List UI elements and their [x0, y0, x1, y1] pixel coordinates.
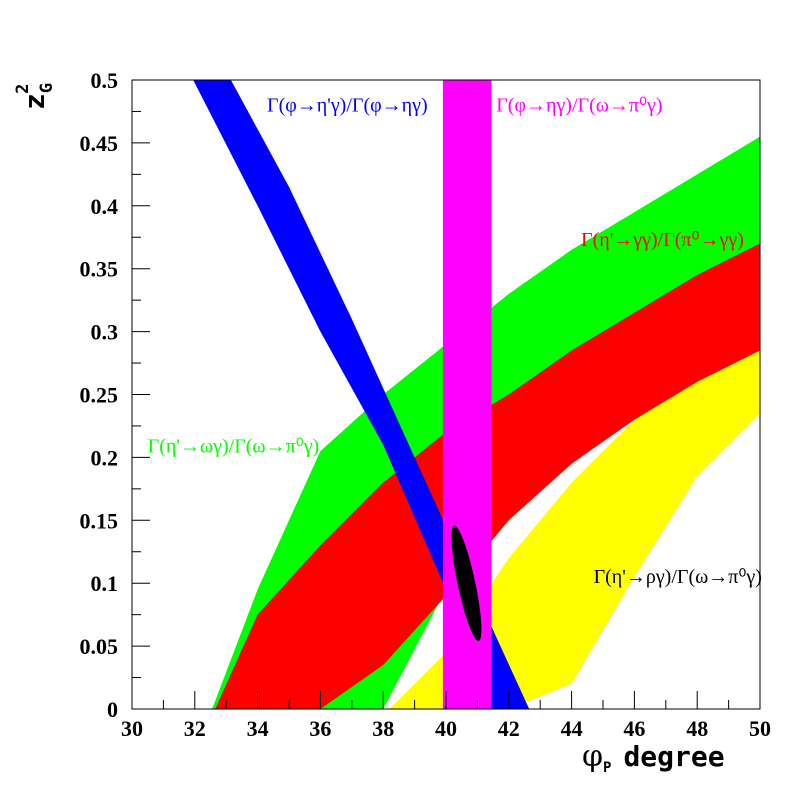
x-tick-label: 42: [498, 716, 520, 741]
x-axis-label: φP degree: [582, 739, 725, 776]
y-tick-label: 0.15: [80, 508, 119, 533]
blue-label: Γ(φ→η'γ)/Γ(φ→ηγ): [267, 94, 428, 116]
x-tick-label: 34: [247, 716, 269, 741]
x-tick-label: 30: [121, 716, 143, 741]
magenta-label: Γ(φ→ηγ)/Γ(ω→π⁰γ): [496, 94, 662, 116]
ticks: [131, 79, 761, 710]
x-tick-label: 44: [561, 716, 583, 741]
ellipse-layer: [451, 525, 482, 642]
y-axis-label-sub: G: [37, 83, 57, 93]
y-tick-label: 0.2: [91, 445, 119, 470]
y-tick-label: 0.1: [91, 571, 119, 596]
y-axis-label: zG2: [13, 83, 57, 110]
x-axis-label-text: degree: [623, 740, 724, 773]
black-label: Γ(η'→ργ)/Γ(ω→π⁰γ): [594, 566, 762, 588]
y-tick-label: 0.35: [80, 257, 119, 282]
y-axis-label-base: z: [18, 93, 51, 110]
x-tick-label: 46: [623, 716, 645, 741]
x-axis-label-subscript: P: [603, 760, 611, 776]
confidence-ellipse: [451, 525, 482, 642]
x-tick-label: 32: [184, 716, 206, 741]
y-tick-label: 0.05: [80, 634, 119, 659]
green-label: Γ(η'→ωγ)/Γ(ω→π⁰γ): [148, 435, 320, 457]
red-label: Γ(η'→γγ)/Γ(π⁰→γγ): [581, 229, 744, 251]
y-tick-label: 0.4: [91, 194, 119, 219]
x-axis-label-symbol: φ: [582, 739, 603, 774]
y-tick-label: 0.3: [91, 320, 119, 345]
y-tick-label: 0.45: [80, 131, 119, 156]
x-tick-label: 38: [372, 716, 394, 741]
x-tick-label: 48: [686, 716, 708, 741]
tick-labels: 30 32 34 36 38 40 42 44 46 48 50 0 0.05 0.1 0.15 0.2 0.2…: [80, 68, 772, 741]
x-tick-label: 36: [309, 716, 331, 741]
y-tick-label: 0: [107, 697, 118, 722]
y-axis-label-sup: 2: [13, 84, 33, 94]
x-tick-label: 50: [749, 716, 771, 741]
annotations: Γ(φ→η'γ)/Γ(φ→ηγ) Γ(φ→ηγ)/Γ(ω→π⁰γ) Γ(η'→γγ)…: [148, 94, 762, 588]
y-tick-label: 0.25: [80, 383, 119, 408]
x-tick-label: 40: [435, 716, 457, 741]
y-tick-label: 0.5: [91, 68, 119, 93]
